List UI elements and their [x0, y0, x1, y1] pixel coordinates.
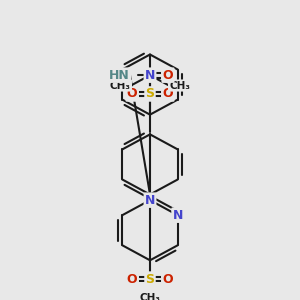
Text: S: S [146, 273, 154, 286]
Text: N: N [172, 209, 183, 222]
Text: O: O [127, 273, 137, 286]
Text: O: O [163, 69, 173, 82]
Text: O: O [163, 273, 173, 286]
Text: O: O [163, 88, 173, 100]
Text: HN: HN [109, 69, 130, 82]
Text: N: N [145, 194, 155, 207]
Text: CH₃: CH₃ [110, 80, 131, 91]
Text: S: S [146, 88, 154, 100]
Text: N: N [145, 69, 155, 82]
Text: CH₃: CH₃ [140, 293, 160, 300]
Text: O: O [127, 88, 137, 100]
Text: CH₃: CH₃ [169, 80, 190, 91]
